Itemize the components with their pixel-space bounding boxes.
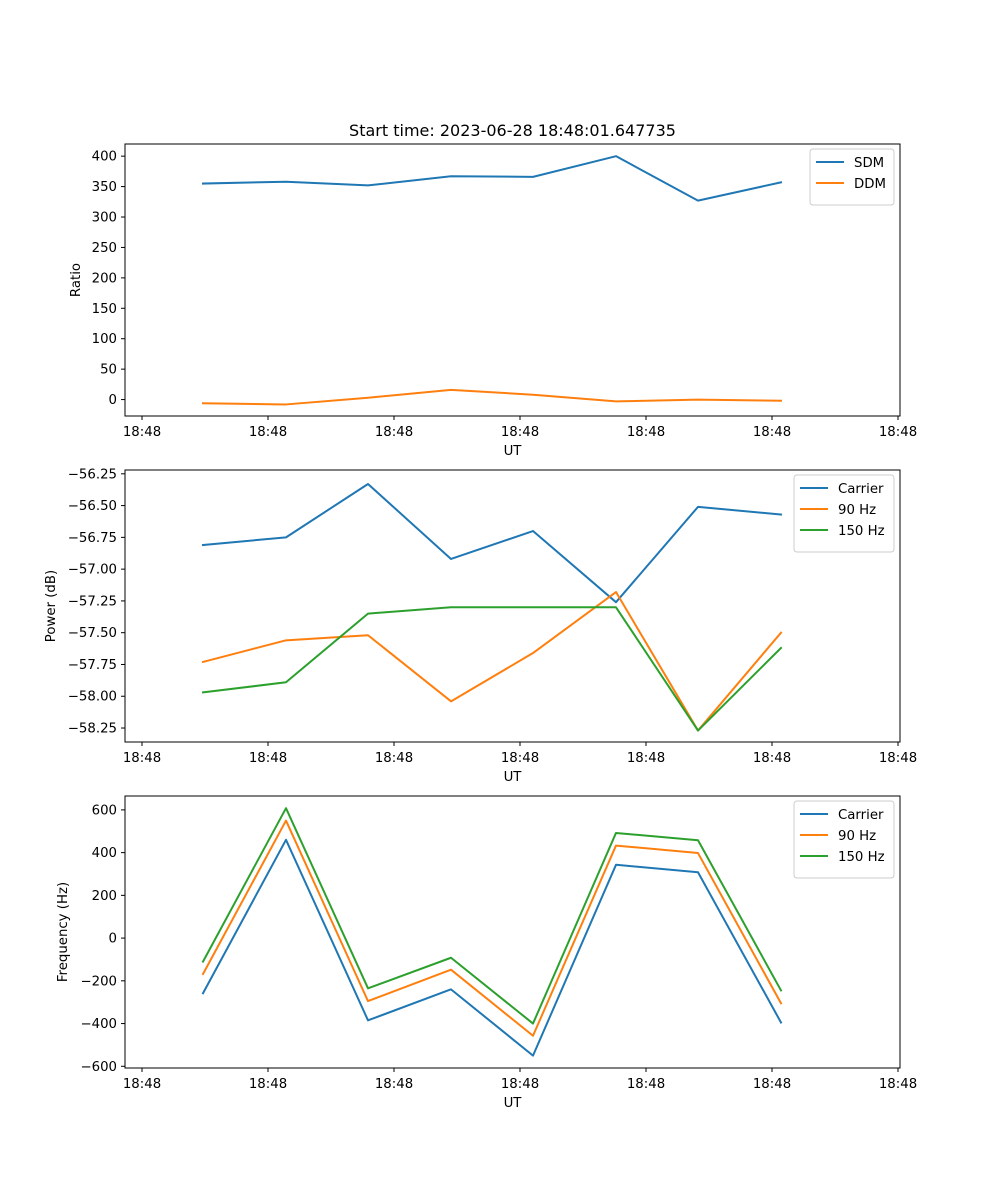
x-tick-label: 18:48 <box>627 425 665 440</box>
y-tick-label: 200 <box>92 889 117 904</box>
x-tick-label: 18:48 <box>627 751 665 766</box>
x-tick-label: 18:48 <box>753 1077 791 1092</box>
y-tick-label: −56.75 <box>68 531 117 546</box>
series-line-carrier <box>201 838 783 1057</box>
y-tick-label: −58.25 <box>68 722 117 737</box>
y-tick-label: −600 <box>80 1060 117 1075</box>
y-tick-label: −56.50 <box>68 499 117 514</box>
series-line-sdm <box>201 155 783 202</box>
x-tick-label: 18:48 <box>879 425 917 440</box>
y-tick-label: −58.00 <box>68 690 117 705</box>
x-tick-label: 18:48 <box>879 751 917 766</box>
legend-label: SDM <box>854 156 884 171</box>
y-tick-label: 400 <box>92 846 117 861</box>
y-tick-label: 50 <box>100 363 117 378</box>
y-tick-label: 0 <box>109 393 117 408</box>
series-line-ddm <box>201 388 783 406</box>
legend-label: Carrier <box>838 482 884 497</box>
x-tick-label: 18:48 <box>627 1077 665 1092</box>
x-tick-label: 18:48 <box>879 1077 917 1092</box>
y-tick-label: −200 <box>80 974 117 989</box>
y-tick-label: 350 <box>92 180 117 195</box>
x-tick-label: 18:48 <box>501 751 539 766</box>
x-axis-label: UT <box>504 1096 523 1111</box>
x-tick-label: 18:48 <box>375 751 413 766</box>
legend-label: 90 Hz <box>838 829 876 844</box>
x-axis-label: UT <box>504 444 523 459</box>
legend-label: Carrier <box>838 808 884 823</box>
y-tick-label: −57.00 <box>68 563 117 578</box>
y-tick-label: 0 <box>109 932 117 947</box>
y-tick-label: 100 <box>92 332 117 347</box>
series-line-90-hz <box>201 819 783 1037</box>
legend: Carrier 90 Hz 150 Hz <box>793 800 895 879</box>
y-tick-label: −400 <box>80 1017 117 1032</box>
x-tick-label: 18:48 <box>249 425 287 440</box>
legend-label: 150 Hz <box>838 524 885 539</box>
y-tick-label: 150 <box>92 302 117 317</box>
y-axis-label: Frequency (Hz) <box>56 882 71 982</box>
y-axis-label: Power (dB) <box>44 570 59 642</box>
x-tick-label: 18:48 <box>501 1077 539 1092</box>
y-tick-label: 600 <box>92 803 117 818</box>
subplot-2: 18:48 18:48 18:48 18:48 18:48 18:48 18:48 −58.2… <box>44 467 917 785</box>
y-tick-label: 250 <box>92 241 117 256</box>
series-line-carrier <box>201 482 783 604</box>
x-tick-label: 18:48 <box>375 425 413 440</box>
legend: Carrier 90 Hz 150 Hz <box>793 474 895 553</box>
legend-label: DDM <box>854 177 886 192</box>
legend-frame <box>793 800 895 879</box>
x-tick-label: 18:48 <box>123 1077 161 1092</box>
y-axis-label: Ratio <box>69 263 84 297</box>
y-tick-label: 400 <box>92 150 117 165</box>
y-tick-label: 300 <box>92 211 117 226</box>
x-tick-label: 18:48 <box>249 1077 287 1092</box>
y-tick-label: −57.75 <box>68 658 117 673</box>
x-tick-label: 18:48 <box>501 425 539 440</box>
x-axis-label: UT <box>504 770 523 785</box>
series-line-150-hz <box>201 807 783 1025</box>
legend-frame <box>793 474 895 553</box>
figure-title: Start time: 2023-06-28 18:48:01.647735 <box>349 121 676 140</box>
legend-label: 90 Hz <box>838 503 876 518</box>
x-tick-label: 18:48 <box>123 425 161 440</box>
legend: SDM DDM <box>809 148 895 206</box>
subplot-1: 18:48 18:48 18:48 18:48 18:48 18:48 18:48 0 50 10… <box>69 143 917 459</box>
series-line-150-hz <box>201 606 783 732</box>
series-line-90-hz <box>201 591 783 732</box>
x-tick-label: 18:48 <box>123 751 161 766</box>
y-tick-label: −56.25 <box>68 467 117 482</box>
x-tick-label: 18:48 <box>249 751 287 766</box>
axes-frame <box>124 469 901 743</box>
subplot-3: 18:48 18:48 18:48 18:48 18:48 18:48 18:48 −600 −… <box>56 795 917 1111</box>
axes-frame <box>124 795 901 1069</box>
y-tick-label: 200 <box>92 271 117 286</box>
legend-label: 150 Hz <box>838 850 885 865</box>
axes-frame <box>124 143 901 417</box>
x-tick-label: 18:48 <box>753 751 791 766</box>
y-tick-label: −57.50 <box>68 626 117 641</box>
x-tick-label: 18:48 <box>753 425 791 440</box>
y-tick-label: −57.25 <box>68 594 117 609</box>
subplots: 18:48 18:48 18:48 18:48 18:48 18:48 18:48 0 50 10… <box>44 143 917 1111</box>
x-tick-label: 18:48 <box>375 1077 413 1092</box>
